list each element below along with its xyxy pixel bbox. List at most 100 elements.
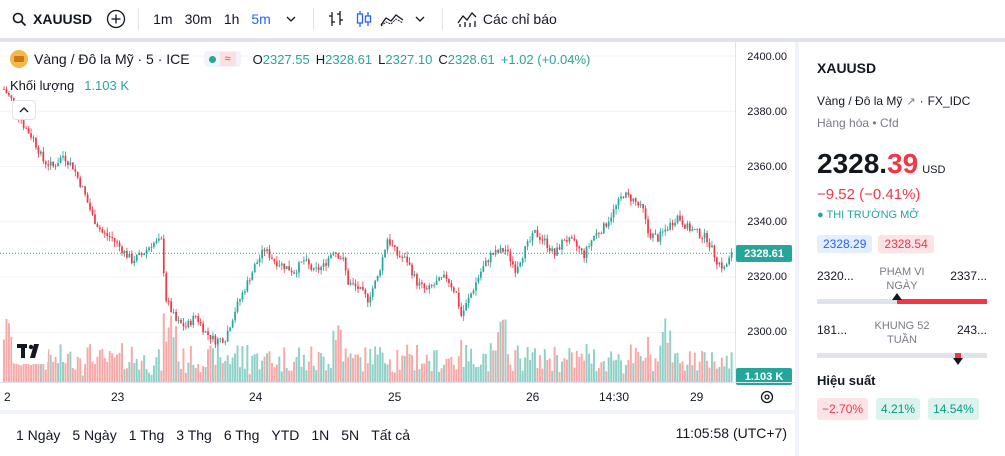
- candle: [467, 297, 470, 303]
- candle: [728, 257, 731, 265]
- candle: [91, 209, 94, 215]
- candle: [440, 277, 443, 279]
- collapse-legend-button[interactable]: [12, 100, 36, 120]
- candle: [71, 162, 74, 170]
- volume-label[interactable]: Khối lượng: [10, 78, 75, 93]
- area-style-button[interactable]: [378, 5, 406, 33]
- range-1d[interactable]: 1 Ngày: [16, 427, 61, 443]
- candle: [376, 275, 379, 281]
- candle: [617, 198, 620, 206]
- candle: [433, 284, 436, 286]
- candle: [143, 253, 145, 256]
- chart-settings-button[interactable]: [759, 389, 775, 408]
- day-range-marker-icon: [891, 293, 902, 300]
- candle: [637, 201, 640, 206]
- candle: [730, 252, 733, 258]
- candle: [534, 229, 536, 233]
- volume-bar: [649, 354, 652, 382]
- panel-exchange[interactable]: FX_IDC: [927, 94, 971, 108]
- volume-bar: [706, 360, 709, 382]
- volume-bar: [275, 364, 278, 382]
- volume-bar: [622, 373, 625, 382]
- candle: [167, 301, 170, 302]
- compare-symbol-button[interactable]: [102, 5, 130, 33]
- volume-bar: [192, 364, 195, 382]
- volume-bar: [332, 330, 335, 382]
- interval-dropdown[interactable]: [277, 5, 305, 33]
- performance-title[interactable]: Hiệu suất: [817, 373, 876, 388]
- volume-bar: [157, 349, 160, 382]
- candle: [384, 249, 386, 258]
- volume-bar: [710, 352, 713, 382]
- price-chart[interactable]: [0, 42, 735, 382]
- volume-bar: [116, 354, 119, 382]
- candle: [575, 240, 578, 247]
- panel-symbol[interactable]: XAUUSD: [817, 60, 877, 76]
- interval-1h[interactable]: 1h: [223, 11, 240, 27]
- volume-bar: [543, 349, 546, 382]
- volume-bar: [462, 366, 465, 382]
- candle: [666, 229, 669, 231]
- series-title[interactable]: Vàng / Đô la Mỹ · 5 · ICE: [34, 51, 190, 67]
- bar-style-button[interactable]: [322, 5, 350, 33]
- candle: [428, 285, 431, 290]
- range-3m[interactable]: 3 Thg: [176, 427, 212, 443]
- tradingview-logo[interactable]: [12, 338, 48, 364]
- performance-cell[interactable]: 14.54%: [928, 398, 979, 420]
- low-value: 2327.10: [385, 51, 433, 67]
- close-key: C: [438, 51, 448, 67]
- candle: [344, 257, 347, 271]
- volume-bar: [216, 345, 219, 382]
- chart-type-dropdown[interactable]: [406, 5, 434, 33]
- volume-bar: [627, 360, 630, 382]
- timezone-clock[interactable]: 11:05:58 (UTC+7): [675, 425, 787, 441]
- volume-bar: [423, 363, 426, 382]
- external-link-icon[interactable]: ↗: [906, 95, 916, 108]
- candle: [499, 248, 502, 253]
- volume-bar: [494, 350, 497, 382]
- market-status-pill[interactable]: ≈: [203, 51, 241, 67]
- range-5y[interactable]: 5N: [341, 427, 360, 443]
- range-1m[interactable]: 1 Thg: [128, 427, 165, 443]
- panel-description-text[interactable]: Vàng / Đô la Mỹ: [817, 94, 903, 108]
- performance-cell[interactable]: −2.70%: [817, 398, 869, 420]
- candle: [438, 277, 440, 281]
- candle: [688, 223, 691, 231]
- candle: [5, 89, 8, 94]
- range-ytd[interactable]: YTD: [271, 427, 300, 443]
- interval-5m[interactable]: 5m: [251, 11, 271, 27]
- range-6m[interactable]: 6 Thg: [223, 427, 260, 443]
- indicators-button[interactable]: Các chỉ báo: [451, 10, 563, 28]
- candle: [720, 262, 723, 269]
- interval-30m[interactable]: 30m: [184, 11, 212, 27]
- chart-area[interactable]: Vàng / Đô la Mỹ · 5 · ICE ≈ O2327.55 H23…: [0, 42, 795, 410]
- tradingview-logo-icon: [17, 344, 39, 358]
- candle: [330, 254, 332, 259]
- volume-bar: [34, 363, 37, 382]
- plus-circle-icon: [106, 9, 126, 29]
- candle: [551, 248, 554, 252]
- symbol-search[interactable]: XAUUSD: [0, 0, 102, 38]
- candle: [342, 257, 345, 260]
- time-axis[interactable]: 2 23 24 25 26 14:30 29: [0, 382, 795, 410]
- range-all[interactable]: Tất cả: [371, 427, 411, 443]
- performance-cell[interactable]: 4.21%: [876, 398, 921, 420]
- volume-bar: [170, 315, 173, 382]
- volume-bar: [334, 340, 337, 382]
- price-axis[interactable]: 2400.00 2380.00 2360.00 2340.00 2320.00 …: [735, 42, 795, 382]
- range-5d[interactable]: 5 Ngày: [72, 427, 117, 443]
- candles-style-button[interactable]: [350, 5, 378, 33]
- volume-bar: [57, 363, 60, 382]
- candle: [347, 270, 350, 285]
- interval-1m[interactable]: 1m: [153, 11, 173, 27]
- candle: [320, 266, 322, 271]
- volume-bar: [234, 353, 237, 382]
- candle: [106, 232, 109, 236]
- volume-bar: [472, 364, 475, 382]
- current-price-tag: 2328.61: [736, 245, 792, 263]
- ohlc-values: O2327.55 H2328.61 L2327.10 C2328.61 +1.0…: [253, 52, 591, 67]
- range-1y[interactable]: 1N: [311, 427, 330, 443]
- volume-bar: [477, 366, 480, 382]
- candle: [590, 240, 593, 247]
- volume-bar: [398, 369, 401, 382]
